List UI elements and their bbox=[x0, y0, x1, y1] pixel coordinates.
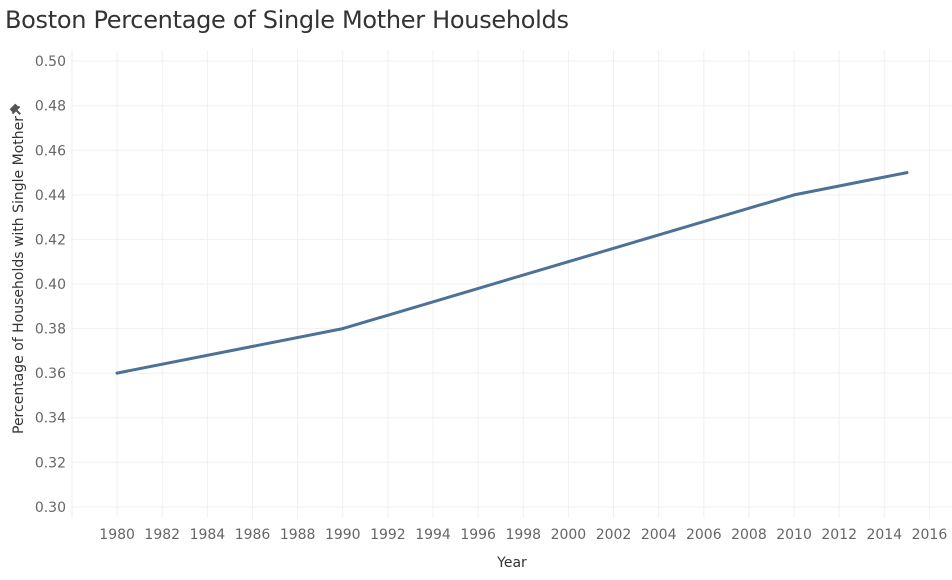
x-tick-label: 2010 bbox=[776, 527, 812, 543]
x-tick-label: 2014 bbox=[866, 527, 902, 543]
y-tick-label: 0.38 bbox=[35, 322, 66, 338]
x-tick-label: 2002 bbox=[596, 527, 632, 543]
y-tick-label: 0.30 bbox=[35, 500, 66, 516]
x-tick-label: 1992 bbox=[370, 527, 406, 543]
series-lines bbox=[115, 171, 909, 375]
series-line[interactable] bbox=[115, 171, 909, 375]
x-tick-label: 1986 bbox=[235, 527, 271, 543]
data-point[interactable] bbox=[566, 260, 570, 264]
x-axis-label: Year bbox=[496, 555, 527, 571]
x-tick-label: 1984 bbox=[190, 527, 226, 543]
x-tick-label: 1996 bbox=[460, 527, 496, 543]
x-tick-label: 1982 bbox=[144, 527, 180, 543]
x-tick-label: 1990 bbox=[325, 527, 361, 543]
y-tick-label: 0.32 bbox=[35, 455, 66, 471]
y-tick-label: 0.40 bbox=[35, 277, 66, 293]
y-tick-label: 0.36 bbox=[35, 366, 66, 382]
y-tick-label: 0.46 bbox=[35, 143, 66, 159]
y-axis-ticks: 0.30 0.32 0.34 0.36 0.38 0.40 0.42 0.44 0.46 0.48… bbox=[35, 54, 66, 516]
y-tick-label: 0.50 bbox=[35, 54, 66, 70]
x-tick-label: 1988 bbox=[280, 527, 316, 543]
x-axis-ticks: 1980 1982 1984 1986 1988 1990 1992 1994 1996 1998… bbox=[99, 527, 947, 543]
x-tick-label: 2012 bbox=[821, 527, 857, 543]
y-tick-label: 0.34 bbox=[35, 411, 66, 427]
x-tick-label: 2008 bbox=[731, 527, 767, 543]
y-tick-label: 0.42 bbox=[35, 232, 66, 248]
data-point[interactable] bbox=[792, 193, 796, 197]
x-tick-label: 1994 bbox=[415, 527, 451, 543]
pin-icon[interactable] bbox=[9, 103, 24, 118]
y-tick-label: 0.48 bbox=[35, 99, 66, 115]
grid-lines bbox=[71, 50, 952, 518]
x-tick-label: 2016 bbox=[912, 527, 948, 543]
y-axis-label: Percentage of Households with Single Mot… bbox=[11, 116, 27, 434]
y-axis-label-group: Percentage of Households with Single Mot… bbox=[11, 116, 27, 434]
x-tick-label: 1998 bbox=[505, 527, 541, 543]
data-point[interactable] bbox=[905, 171, 909, 175]
x-tick-label: 2000 bbox=[551, 527, 587, 543]
chart-title: Boston Percentage of Single Mother House… bbox=[5, 6, 569, 34]
data-point[interactable] bbox=[115, 371, 119, 375]
x-tick-label: 1980 bbox=[99, 527, 135, 543]
x-tick-label: 2004 bbox=[641, 527, 677, 543]
x-tick-label: 2006 bbox=[686, 527, 722, 543]
y-tick-label: 0.44 bbox=[35, 188, 66, 204]
data-point[interactable] bbox=[341, 327, 345, 331]
